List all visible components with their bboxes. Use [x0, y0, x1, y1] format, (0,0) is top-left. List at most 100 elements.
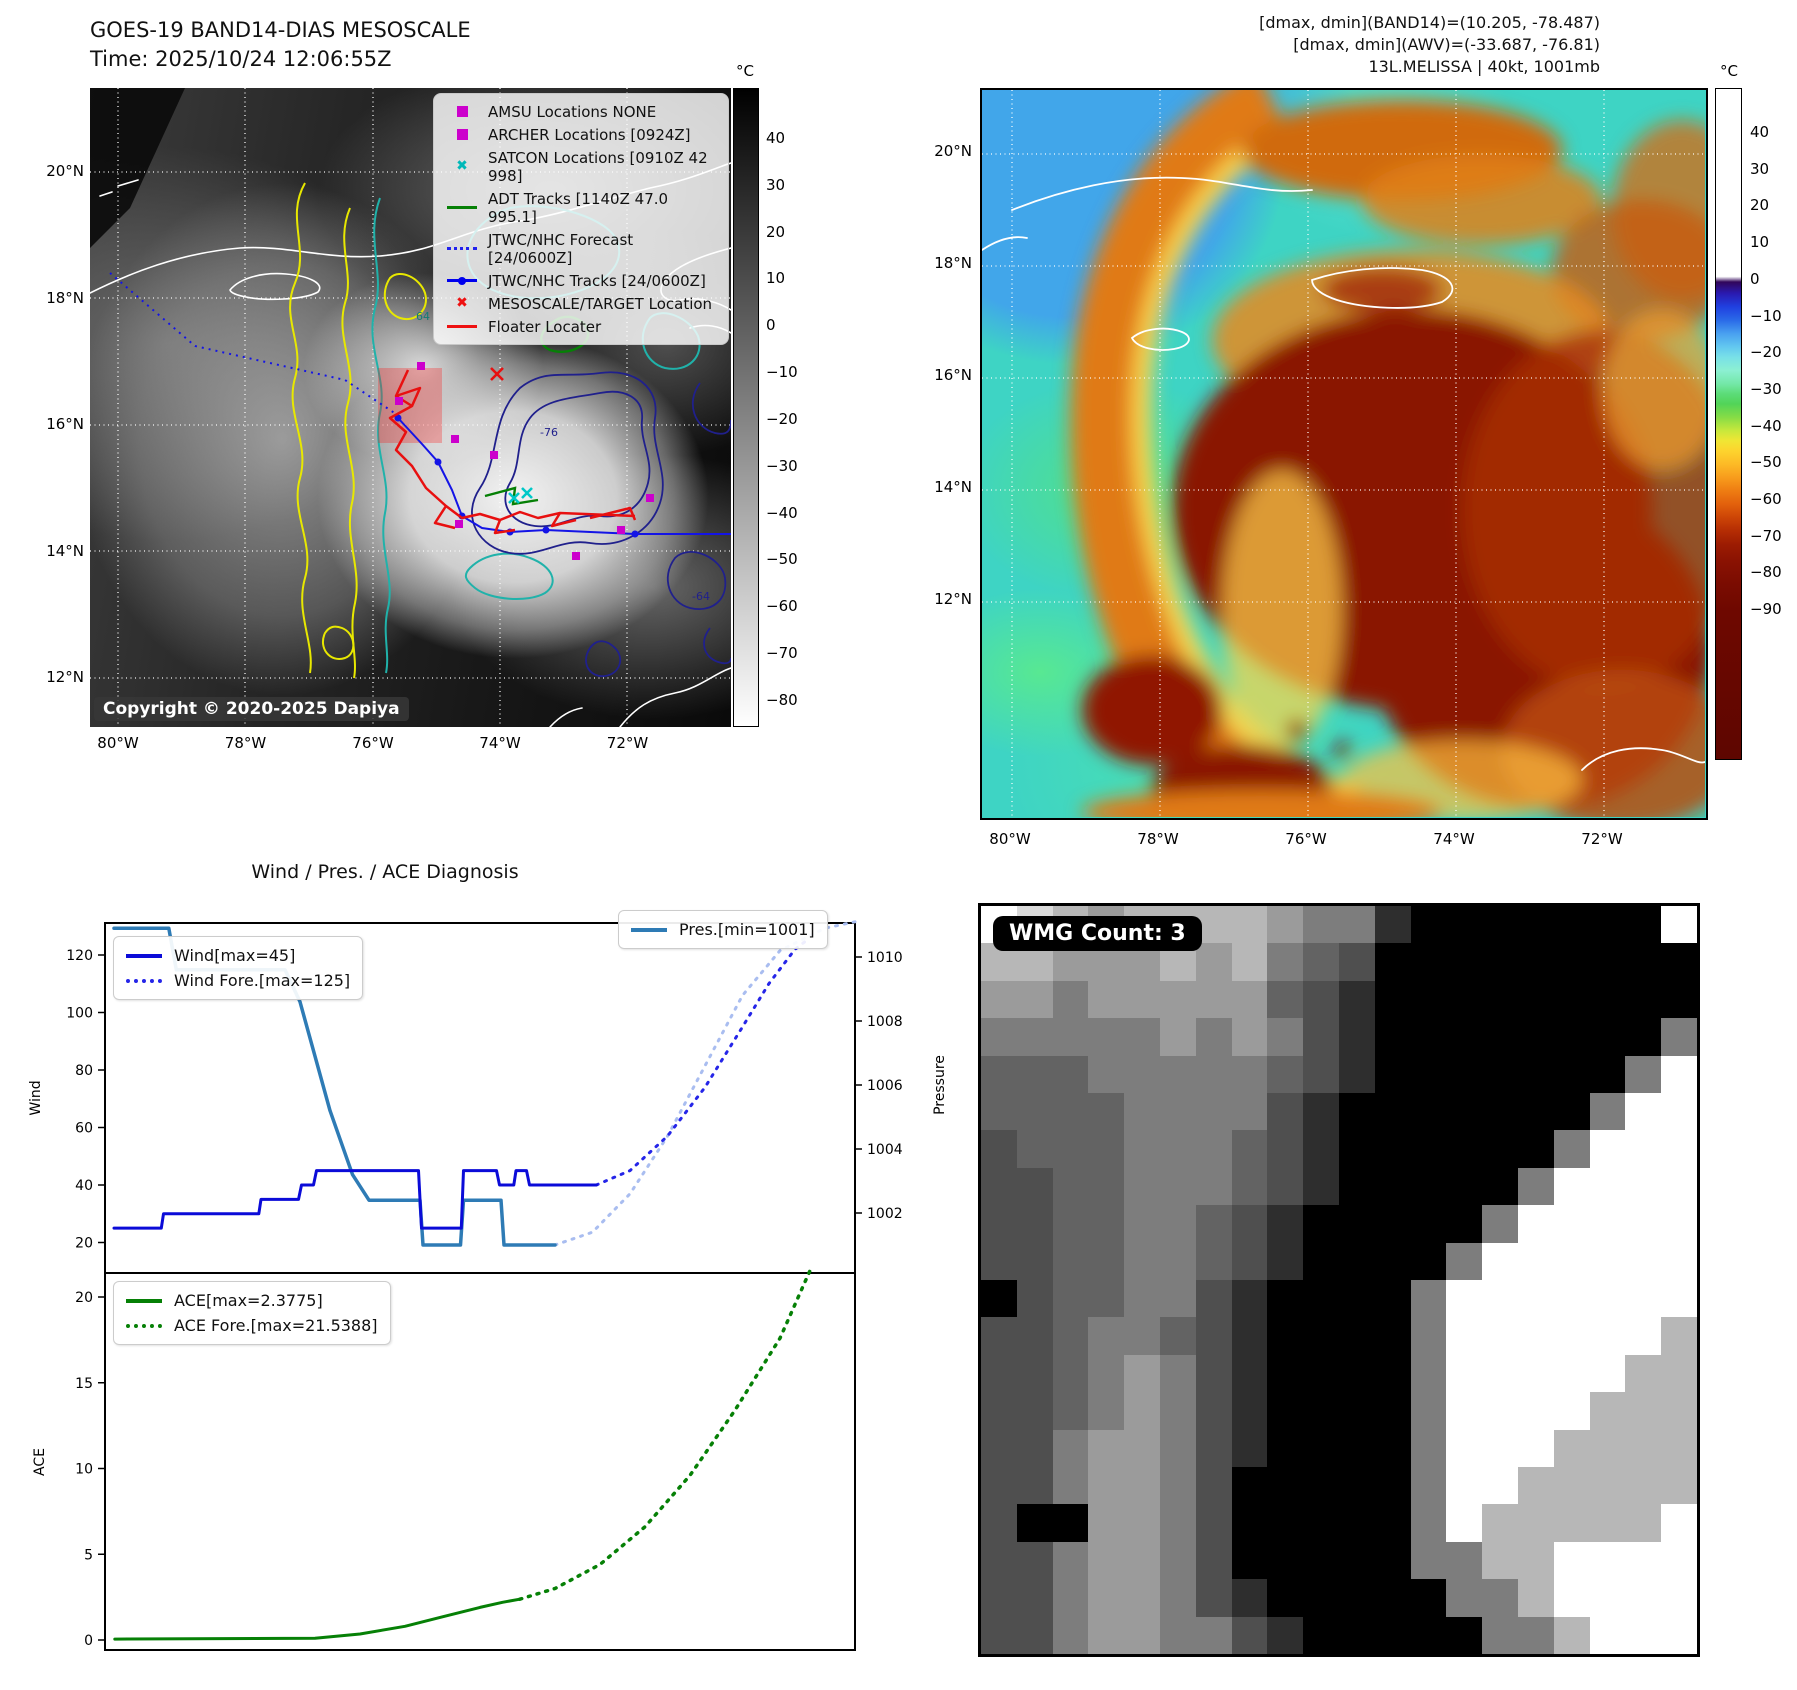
wmg-cell — [1303, 1429, 1339, 1467]
wmg-cell — [1446, 906, 1483, 944]
wmg-cell — [1517, 1093, 1554, 1131]
wmg-cell — [1231, 1504, 1268, 1542]
wmg-cell — [1159, 1205, 1196, 1243]
wmg-cell — [1231, 1130, 1268, 1168]
wmg-cell — [1303, 1167, 1339, 1206]
wmg-cell — [1016, 1018, 1053, 1056]
wmg-cell — [1374, 1541, 1411, 1580]
wmg-cell — [1052, 1541, 1089, 1580]
wmg-cell — [1482, 1541, 1518, 1580]
wmg-panel: WMG Count: 3 — [978, 903, 1700, 1657]
wmg-cell — [981, 1467, 1017, 1505]
wmg-cell — [1553, 1093, 1590, 1131]
wmg-cell — [1231, 1354, 1268, 1393]
wmg-cell — [1482, 1018, 1518, 1056]
wmg-cell — [1016, 980, 1053, 1019]
wmg-cell — [1446, 1280, 1483, 1318]
wmg-cell — [1553, 1392, 1590, 1430]
wmg-cell — [1410, 1317, 1447, 1355]
wmg-cell — [1231, 1280, 1268, 1318]
wmg-cell — [1016, 1130, 1053, 1168]
wmg-cell — [1446, 1130, 1483, 1168]
wmg-cell — [1374, 1317, 1411, 1355]
x-icon: ✖ — [456, 295, 468, 311]
wmg-cell — [1195, 1429, 1232, 1467]
goes-graticule — [90, 88, 731, 727]
wmg-cell — [1088, 1504, 1125, 1542]
wmg-cell — [1267, 1504, 1304, 1542]
wmg-cell — [1374, 943, 1411, 981]
wmg-cell — [1124, 1242, 1160, 1280]
wmg-cell — [1124, 1205, 1160, 1243]
wind-legend-label: Wind[max=45] — [174, 946, 296, 965]
wmg-cell — [1159, 1242, 1196, 1280]
wmg-cell — [1589, 1167, 1626, 1206]
wmg-cell — [1231, 1055, 1268, 1093]
wmg-cell — [1482, 943, 1518, 981]
wmg-cell — [1195, 943, 1232, 981]
awv-colorbar — [1715, 88, 1742, 760]
legend-item: ✖ MESOSCALE/TARGET Location — [442, 292, 720, 315]
wmg-cell — [1195, 1093, 1232, 1131]
wmg-cell — [1553, 1467, 1590, 1505]
goes-map-legend: AMSU Locations NONE ARCHER Locations [092… — [433, 93, 729, 345]
legend-item: ARCHER Locations [0924Z] — [442, 123, 720, 146]
wmg-cell — [1517, 1130, 1554, 1168]
wmg-cell — [1374, 1018, 1411, 1056]
wmg-cell — [1553, 1018, 1590, 1056]
wmg-cell — [1052, 1616, 1089, 1654]
wmg-cell — [1625, 1167, 1662, 1206]
wmg-cell — [1482, 1205, 1518, 1243]
wmg-cell — [1267, 1616, 1304, 1654]
goes-band14-map: -76 -64 64 — [90, 88, 731, 727]
awv-colorbar-tick: 0 — [1750, 269, 1760, 288]
band14-colorbar-unit: °C — [736, 62, 754, 80]
wmg-cell — [1553, 1541, 1590, 1580]
wmg-cell — [1124, 980, 1160, 1019]
wmg-cell — [1589, 906, 1626, 944]
wmg-cell — [1231, 1467, 1268, 1505]
wmg-cell — [1195, 1205, 1232, 1243]
wmg-cell — [1374, 906, 1411, 944]
awv-map — [980, 88, 1708, 820]
wmg-cell — [1231, 1541, 1268, 1580]
goes-lon-label: 72°W — [606, 734, 649, 752]
wmg-cell — [1446, 1055, 1483, 1093]
awv-lon-label: 74°W — [1433, 830, 1475, 848]
diagnosis-chart-title: Wind / Pres. / ACE Diagnosis — [251, 861, 519, 883]
wmg-cell — [1338, 906, 1375, 944]
wmg-cell — [1052, 1504, 1089, 1542]
svg-text:1008: 1008 — [867, 1014, 903, 1030]
legend-item: ADT Tracks [1140Z 47.0 995.1] — [442, 187, 720, 228]
svg-text:1010: 1010 — [867, 950, 903, 966]
wmg-cell — [1338, 1467, 1375, 1505]
legend-item: JTWC/NHC Forecast [24/0600Z] — [442, 228, 720, 269]
wmg-cell — [1052, 1280, 1089, 1318]
wmg-cell — [981, 1354, 1017, 1393]
wmg-cell — [1303, 1317, 1339, 1355]
svg-text:Pressure: Pressure — [932, 1055, 948, 1115]
wmg-cell — [1661, 943, 1697, 981]
ace-forecast-legend-label: ACE Fore.[max=21.5388] — [174, 1316, 378, 1335]
wmg-cell — [1303, 1504, 1339, 1542]
wmg-cell — [1338, 1205, 1375, 1243]
square-icon — [444, 106, 480, 117]
wmg-cell — [1088, 1429, 1125, 1467]
series-line — [594, 939, 808, 1187]
wmg-cell — [1267, 1317, 1304, 1355]
wmg-cell — [1303, 980, 1339, 1019]
wmg-cell — [1589, 1541, 1626, 1580]
wmg-cell — [981, 1242, 1017, 1280]
wmg-cell — [1446, 1205, 1483, 1243]
awv-header-line3: 13L.MELISSA | 40kt, 1001mb — [1368, 57, 1600, 76]
goes-lat-label: 16°N — [46, 415, 84, 433]
wmg-cell — [1661, 1429, 1697, 1467]
wmg-cell — [1195, 1392, 1232, 1430]
wmg-cell — [981, 1093, 1017, 1131]
wmg-cell — [1338, 1541, 1375, 1580]
goes-title: GOES-19 BAND14-DIAS MESOSCALE Time: 2025… — [90, 16, 471, 74]
wmg-cell — [1625, 1205, 1662, 1243]
wmg-cell — [1661, 1055, 1697, 1093]
wmg-cell — [981, 1205, 1017, 1243]
wmg-cell — [1159, 1055, 1196, 1093]
